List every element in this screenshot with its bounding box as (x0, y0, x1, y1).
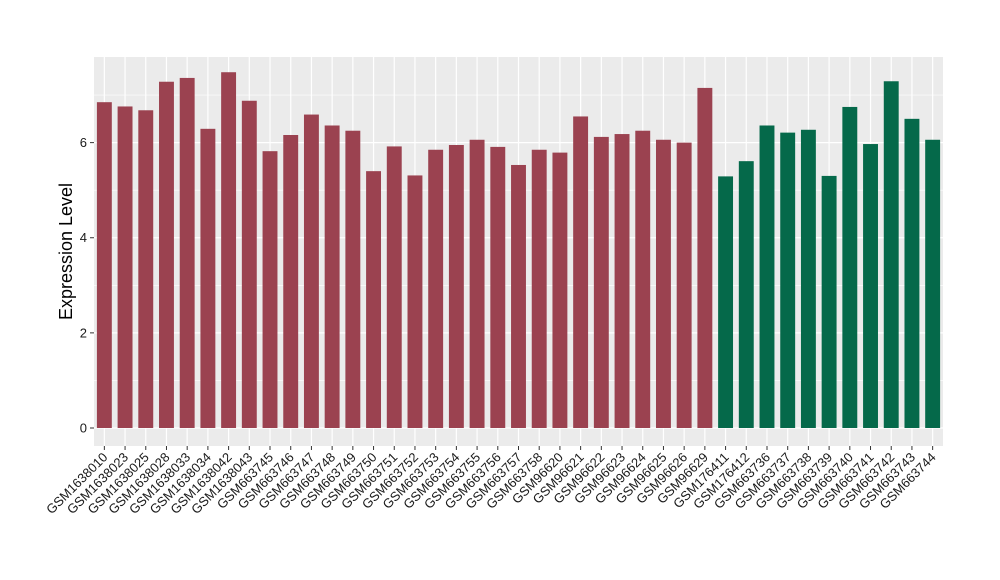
bar-GSM663745 (262, 151, 278, 428)
bar-GSM663740 (842, 106, 858, 428)
bar-GSM663748 (324, 125, 340, 428)
bar-GSM663752 (407, 175, 423, 428)
bar-GSM176411 (718, 176, 734, 428)
bar-GSM1638042 (221, 72, 237, 428)
bar-GSM663737 (780, 132, 796, 428)
bar-GSM663738 (800, 129, 816, 428)
y-tick-label: 2 (80, 325, 87, 340)
bar-GSM1638010 (96, 102, 112, 428)
y-tick-label: 4 (80, 230, 87, 245)
bar-GSM1638023 (117, 106, 133, 428)
bar-GSM663741 (863, 144, 878, 429)
bars (96, 72, 941, 429)
bar-GSM96621 (573, 116, 589, 428)
bar-GSM96626 (676, 142, 692, 428)
bar-GSM1638025 (138, 110, 154, 429)
bar-GSM663756 (490, 146, 506, 428)
bar-GSM96624 (635, 130, 651, 428)
bar-GSM663750 (366, 171, 382, 428)
bar-GSM663739 (821, 175, 837, 428)
bar-GSM663747 (303, 114, 319, 429)
bar-GSM1638028 (159, 81, 174, 428)
bar-GSM96620 (552, 152, 568, 428)
bar-GSM663742 (883, 81, 899, 428)
bar-GSM663749 (345, 130, 361, 428)
x-axis: GSM1638010GSM1638023GSM1638025GSM1638028… (43, 446, 939, 517)
bar-GSM96629 (697, 87, 713, 429)
bar-GSM663744 (925, 139, 941, 428)
bar-GSM663746 (283, 135, 299, 428)
bar-GSM96622 (593, 136, 609, 428)
bar-GSM1638043 (241, 100, 257, 428)
bar-GSM663751 (386, 146, 402, 428)
bar-GSM663755 (469, 139, 485, 428)
y-axis: 0 2 4 6 (80, 135, 94, 436)
bar-GSM663736 (759, 125, 775, 428)
bar-GSM1638034 (200, 128, 216, 429)
bar-GSM176412 (738, 161, 754, 428)
bar-GSM663758 (531, 149, 547, 428)
bar-GSM663757 (511, 164, 526, 428)
bar-GSM663753 (428, 149, 444, 428)
bar-GSM663743 (904, 118, 920, 428)
y-tick-label: 6 (80, 135, 87, 150)
bar-GSM1638033 (179, 77, 195, 428)
y-tick-label: 0 (80, 421, 87, 436)
bar-GSM96623 (614, 134, 630, 429)
y-axis-title: Expression Level (56, 183, 76, 320)
bar-GSM96625 (655, 139, 671, 428)
bar-GSM663754 (448, 144, 464, 428)
